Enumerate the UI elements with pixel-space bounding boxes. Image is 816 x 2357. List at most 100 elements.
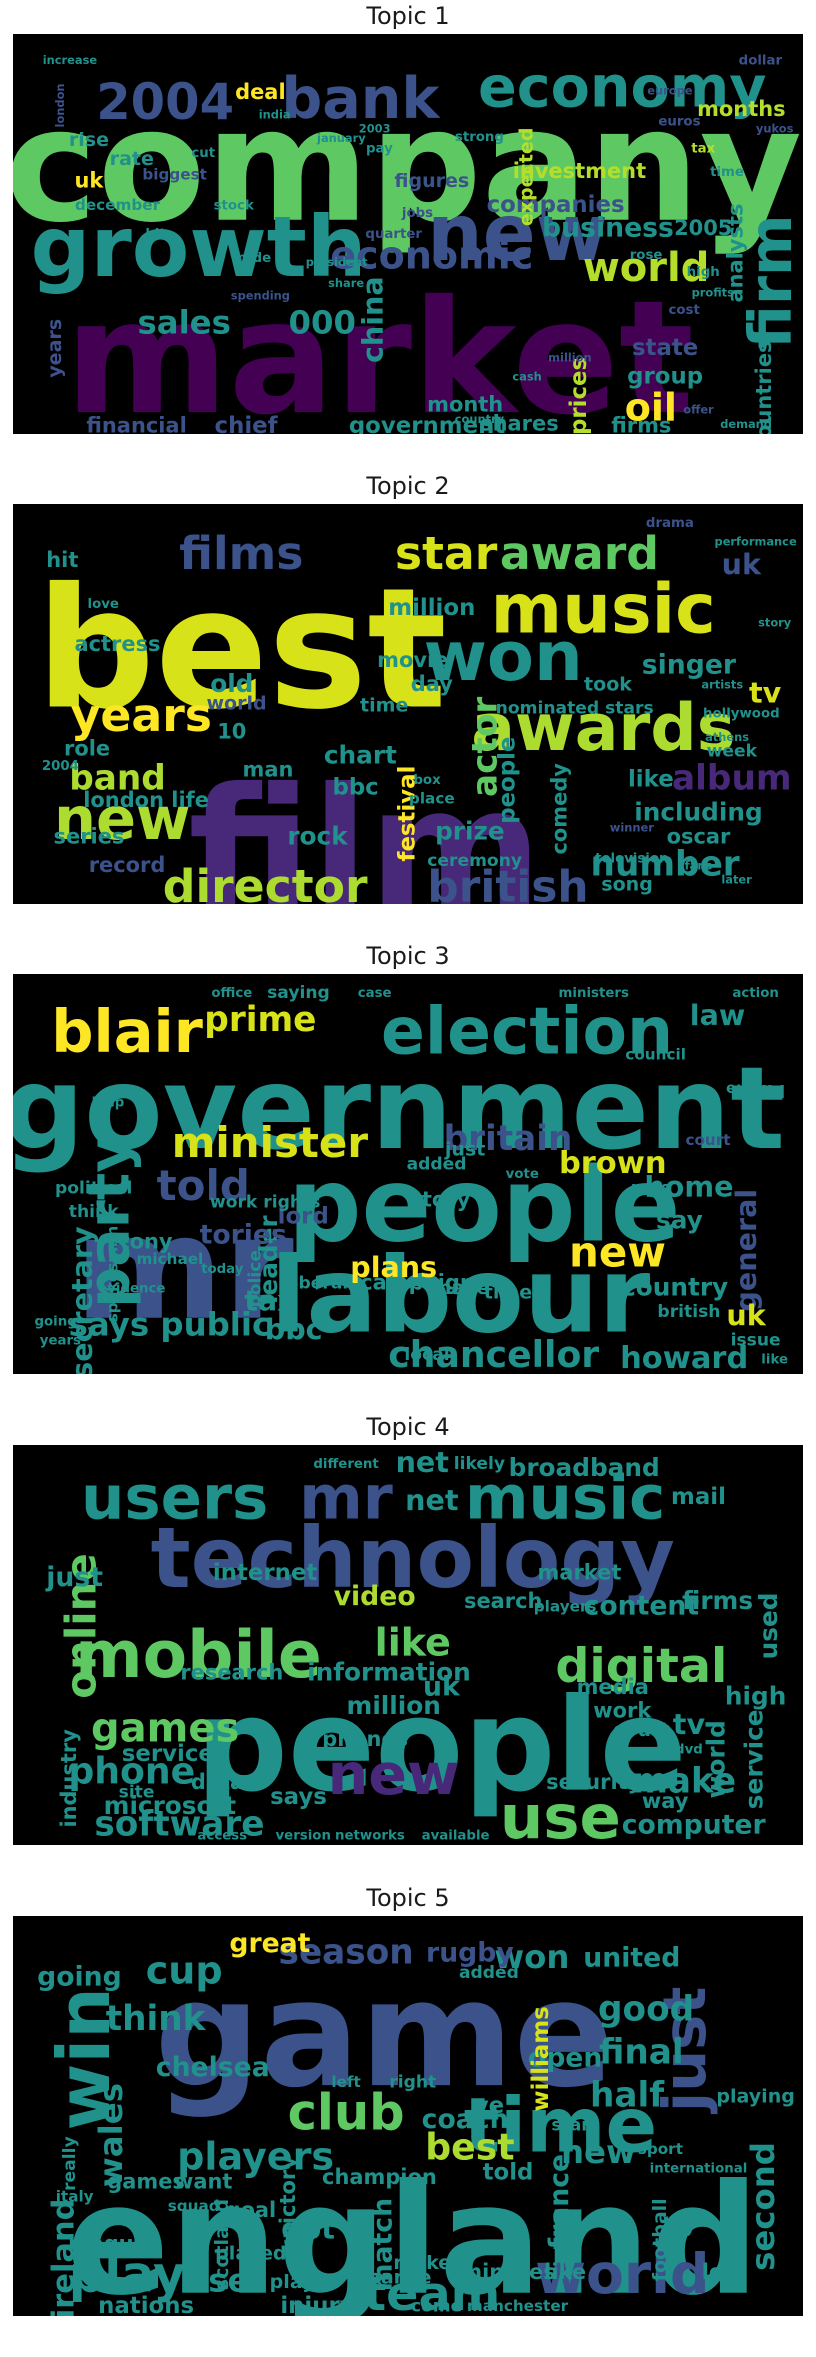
topic-5-word-wales: wales xyxy=(92,2083,130,2187)
topic-5-word-come: come xyxy=(411,2296,462,2316)
topic-2-word-took: took xyxy=(584,673,633,695)
topic-3-word-just: just xyxy=(444,1139,486,1161)
topic-2-word-million: million xyxy=(388,595,475,621)
topic-1-word-profits: profits xyxy=(692,286,735,300)
topic-5-word-chelsea: chelsea xyxy=(156,2052,270,2083)
topic-2-word-drama: drama xyxy=(646,516,694,531)
topic-1-word-country: country xyxy=(455,412,505,426)
topic-4-word-games: games xyxy=(91,1706,239,1752)
topic-1-word-uk: uk xyxy=(75,169,105,193)
topic-3-word-time: time xyxy=(484,1282,532,1304)
topic-5-word-new: new xyxy=(561,2133,636,2171)
topic-2-word-films: films xyxy=(179,527,303,580)
topic-4-word-data: data xyxy=(191,1770,244,1794)
topic-1-word-months: months xyxy=(697,97,785,121)
topic-5-word-football: football xyxy=(649,2198,671,2281)
topic-4-word-access: access xyxy=(197,1828,247,1843)
topic-4-word-digital: digital xyxy=(555,1639,727,1694)
topic-1-word-prices: prices xyxy=(566,357,592,434)
topic-3-word-secretary: secretary xyxy=(65,1226,99,1374)
topic-1-word-countries: countries xyxy=(752,341,776,434)
topic-5-word-chance: chance xyxy=(356,2266,431,2288)
topic-4-word-phones: phones xyxy=(322,1727,408,1751)
topic-4-word-networks: networks xyxy=(335,1828,405,1843)
topic-4-word-like: like xyxy=(375,1621,451,1665)
topic-1-word-demand: demand xyxy=(720,417,772,431)
topic-5-word-italy: italy xyxy=(56,2187,94,2205)
topic-3-word-liberal: liberal xyxy=(287,1274,348,1294)
topic-3-word-spokesman: spokesman xyxy=(103,1226,121,1322)
topic-2-word-including: including xyxy=(634,798,762,827)
topic-4-word-mail: mail xyxy=(671,1484,726,1510)
topic-3-word-howard: howard xyxy=(620,1341,748,1374)
topic-5-word-lot: lot xyxy=(702,2260,734,2284)
topic-1-word-sales: sales xyxy=(137,303,230,341)
topic-5-word-manchester: manchester xyxy=(467,2297,569,2315)
topic-3-word-brown: brown xyxy=(559,1146,667,1181)
topic-1-word-chief: chief xyxy=(215,413,279,434)
topic-5-word-set: set xyxy=(208,2262,265,2300)
topic-4-word-content: content xyxy=(584,1590,700,1621)
topic-4-word-firms: firms xyxy=(682,1586,753,1615)
topic-3-word-today: today xyxy=(201,1262,244,1277)
topic-3-word-case: case xyxy=(358,986,392,1001)
topic-2-word-old: old xyxy=(210,669,253,698)
topic-1-word-world: world xyxy=(583,245,710,291)
topic-2-word-uk: uk xyxy=(722,547,762,581)
topic-3-word-chancellor: chancellor xyxy=(388,1333,599,1374)
topic-4-word-make: make xyxy=(632,1762,736,1802)
topic-3-word-tax: tax xyxy=(244,1284,295,1318)
topic-1-word-stock: stock xyxy=(214,198,255,213)
topic-3-word-mr: mr xyxy=(75,1185,295,1352)
topic-5-word-club: club xyxy=(288,2084,405,2142)
topic-2-word-chart: chart xyxy=(324,740,397,769)
topic-2-word-music: music xyxy=(491,570,716,650)
topic-4-word-microsoft: microsoft xyxy=(104,1791,237,1820)
topic-2-word-love: love xyxy=(88,597,119,612)
topic-1-word-december: december xyxy=(75,196,161,214)
topic-2-word-prize: prize xyxy=(435,817,505,846)
topic-3-word-vote: vote xyxy=(506,1167,539,1182)
topic-2-word-oscar: oscar xyxy=(667,824,731,848)
topic-2-word-hit: hit xyxy=(46,548,78,572)
topic-3-word-home: home xyxy=(644,1169,733,1203)
topic-2-word-nominated-stars: nominated stars xyxy=(496,699,654,719)
topic-1-word-2004: 2004 xyxy=(96,73,234,131)
topic-5-word-injury: injury xyxy=(280,2293,354,2316)
topic-4-word-computer: computer xyxy=(622,1809,767,1840)
topic-4-word-services: services xyxy=(122,1741,228,1767)
topic-1-word-firms: firms xyxy=(611,413,671,434)
topic-5-word-want: want xyxy=(174,2170,232,2194)
topic-3-word-country: country xyxy=(621,1272,728,1301)
topic-2-word-athens: athens xyxy=(705,730,749,744)
topic-5-word-united: united xyxy=(583,1942,680,1973)
topic-4-word-service: service xyxy=(740,1709,769,1809)
topic-1-word-dollar: dollar xyxy=(739,54,783,69)
topic-2-word-film: film xyxy=(188,753,542,904)
topic-2-word-story: story xyxy=(758,616,792,630)
topic-2-word-number: number xyxy=(591,844,740,884)
topic-4-word-technology: technology xyxy=(151,1509,675,1607)
topic-1-word-expected: expected xyxy=(516,128,538,227)
topic-1-word-month: month xyxy=(427,392,503,416)
topic-1-word-bank: bank xyxy=(281,66,441,132)
topic-2-word-singer: singer xyxy=(642,649,737,680)
topic-4-word-market: market xyxy=(538,1561,622,1585)
topic-1-word-rate: rate xyxy=(110,148,154,170)
topic-5-word-great: great xyxy=(229,1928,310,1959)
topic-3-word-eu: eu xyxy=(726,1079,747,1097)
topic-5-word-players: players xyxy=(177,2134,334,2178)
topic-2-word-tv: tv xyxy=(749,675,782,709)
topic-3-word-election: election xyxy=(381,994,673,1069)
topic-3-word-think: think xyxy=(69,1202,119,1222)
topic-5-word-game: game xyxy=(155,1948,614,2120)
topic-2-word-record: record xyxy=(89,853,166,877)
topic-5-word-scotland: scotland xyxy=(211,2199,233,2290)
topic-5-word-good: good xyxy=(598,1990,694,2030)
topic-5-word-season: season xyxy=(279,1933,414,1973)
topic-3-word-local: local xyxy=(404,1345,449,1365)
topic-1-word-yukos: yukos xyxy=(756,122,794,136)
topic-4-word-online: online xyxy=(57,1553,106,1699)
topic-1-word-strong: strong xyxy=(455,130,504,145)
